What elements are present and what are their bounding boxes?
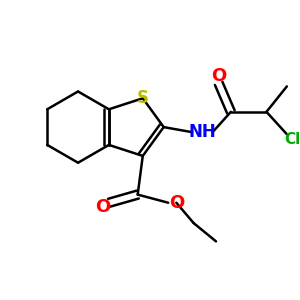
Text: O: O [211,67,226,85]
Text: Cl: Cl [284,132,300,147]
Text: S: S [137,89,149,107]
Text: NH: NH [188,123,216,141]
Text: O: O [169,194,184,212]
Text: O: O [95,198,111,216]
